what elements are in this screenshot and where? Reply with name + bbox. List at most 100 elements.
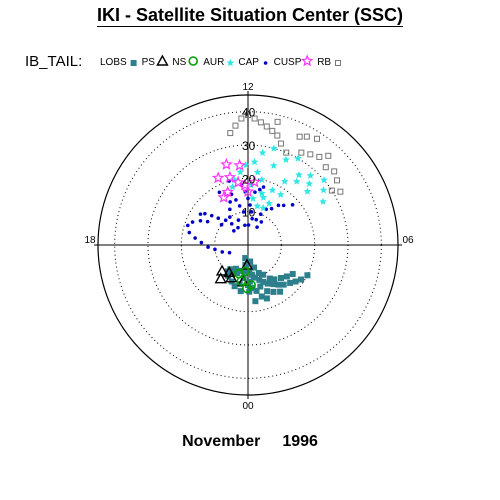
lobs-point xyxy=(292,278,299,285)
mlt-label-12: 12 xyxy=(242,82,254,93)
legend-label: PS xyxy=(142,57,156,68)
rb-point xyxy=(331,168,338,175)
cap-point xyxy=(255,225,259,229)
lobs-point xyxy=(260,278,267,285)
legend-marker xyxy=(130,60,137,66)
aur-point xyxy=(265,199,273,207)
cap-point xyxy=(261,185,266,189)
legend-item-rb: RB xyxy=(317,57,341,68)
rb-point xyxy=(333,177,340,184)
data-points xyxy=(185,112,344,305)
lobs-point xyxy=(277,274,284,281)
rb-point xyxy=(328,187,335,194)
lobs-point xyxy=(243,261,250,268)
lobs-point xyxy=(252,298,259,305)
cap-point xyxy=(213,247,217,252)
lobs-point xyxy=(289,271,296,278)
lobs-point xyxy=(270,281,277,288)
radial-tick-label: 30 xyxy=(242,139,256,153)
cusp-point xyxy=(231,175,245,188)
lobs-point xyxy=(242,255,249,262)
series-aur xyxy=(228,144,328,212)
aur-point xyxy=(280,177,289,185)
lobs-point xyxy=(251,274,258,281)
lobs-point xyxy=(255,270,262,277)
aur-point xyxy=(305,179,314,187)
lobs-point xyxy=(260,271,267,278)
cap-point xyxy=(223,218,228,223)
series-cap xyxy=(185,179,295,255)
cap-point xyxy=(243,223,247,228)
lobs-point xyxy=(275,281,282,288)
radial-tick-label: 20 xyxy=(242,172,256,186)
lobs-point xyxy=(298,276,305,283)
cap-point xyxy=(209,213,214,218)
legend-label: CUSP xyxy=(274,57,302,68)
legend-marker xyxy=(188,56,198,66)
aur-point xyxy=(259,193,268,201)
cap-point xyxy=(236,218,241,222)
mlt-label-06: 06 xyxy=(402,235,414,246)
cap-point xyxy=(276,203,281,208)
cap-point xyxy=(246,223,251,227)
lobs-point xyxy=(257,283,264,290)
rb-point xyxy=(283,149,290,156)
aur-point xyxy=(269,161,278,169)
cap-point xyxy=(250,216,254,221)
radial-tick-label: 40 xyxy=(242,106,256,120)
lobs-point xyxy=(256,276,263,283)
lobs-point xyxy=(234,270,241,277)
cap-point xyxy=(216,216,221,221)
date-caption: November 1996 xyxy=(0,433,500,451)
cap-point xyxy=(219,222,224,227)
cap-point xyxy=(246,196,250,201)
cap-point xyxy=(206,245,210,249)
lobs-point xyxy=(271,276,278,283)
cap-point xyxy=(249,210,254,214)
aur-point xyxy=(250,157,259,166)
cap-point xyxy=(187,230,192,235)
cap-point xyxy=(220,250,225,254)
legend-item-cap: CAP xyxy=(238,57,268,68)
aur-point xyxy=(259,204,268,212)
aur-point xyxy=(258,175,266,183)
cap-point xyxy=(269,206,274,211)
aur-point xyxy=(270,144,278,152)
lobs-point xyxy=(264,280,271,287)
rb-point xyxy=(316,153,323,160)
legend: IB_TAIL: LOBS PS NS AUR CAP CUSP RB xyxy=(25,53,341,70)
lobs-point xyxy=(248,271,255,278)
series-rb xyxy=(227,112,344,195)
cap-point xyxy=(232,229,236,233)
aur-point xyxy=(247,181,255,189)
footer-month: November xyxy=(182,433,261,450)
aur-point xyxy=(242,161,250,169)
footer-year: 1996 xyxy=(282,433,318,450)
cap-point xyxy=(234,198,238,202)
aur-point xyxy=(258,189,266,197)
cap-point xyxy=(259,220,264,224)
aur-point xyxy=(258,148,267,157)
aur-point xyxy=(292,177,301,185)
lobs-point xyxy=(280,281,287,288)
lobs-point xyxy=(225,272,232,279)
lobs-point xyxy=(266,275,273,282)
cap-point xyxy=(237,204,242,208)
lobs-point xyxy=(253,287,260,294)
cusp-point xyxy=(238,178,252,191)
legend-marker xyxy=(263,61,268,65)
rb-point xyxy=(274,132,281,139)
aur-point xyxy=(303,187,312,195)
rb-point xyxy=(257,119,264,126)
aur-point xyxy=(282,155,290,163)
rb-point xyxy=(296,133,303,140)
aur-point xyxy=(294,154,302,162)
legend-label: CAP xyxy=(238,57,259,68)
cusp-point xyxy=(241,185,255,197)
ns-point xyxy=(236,276,247,286)
rb-point xyxy=(227,130,234,137)
legend-label: RB xyxy=(317,57,331,68)
aur-point xyxy=(320,176,328,184)
rb-point xyxy=(313,135,320,142)
